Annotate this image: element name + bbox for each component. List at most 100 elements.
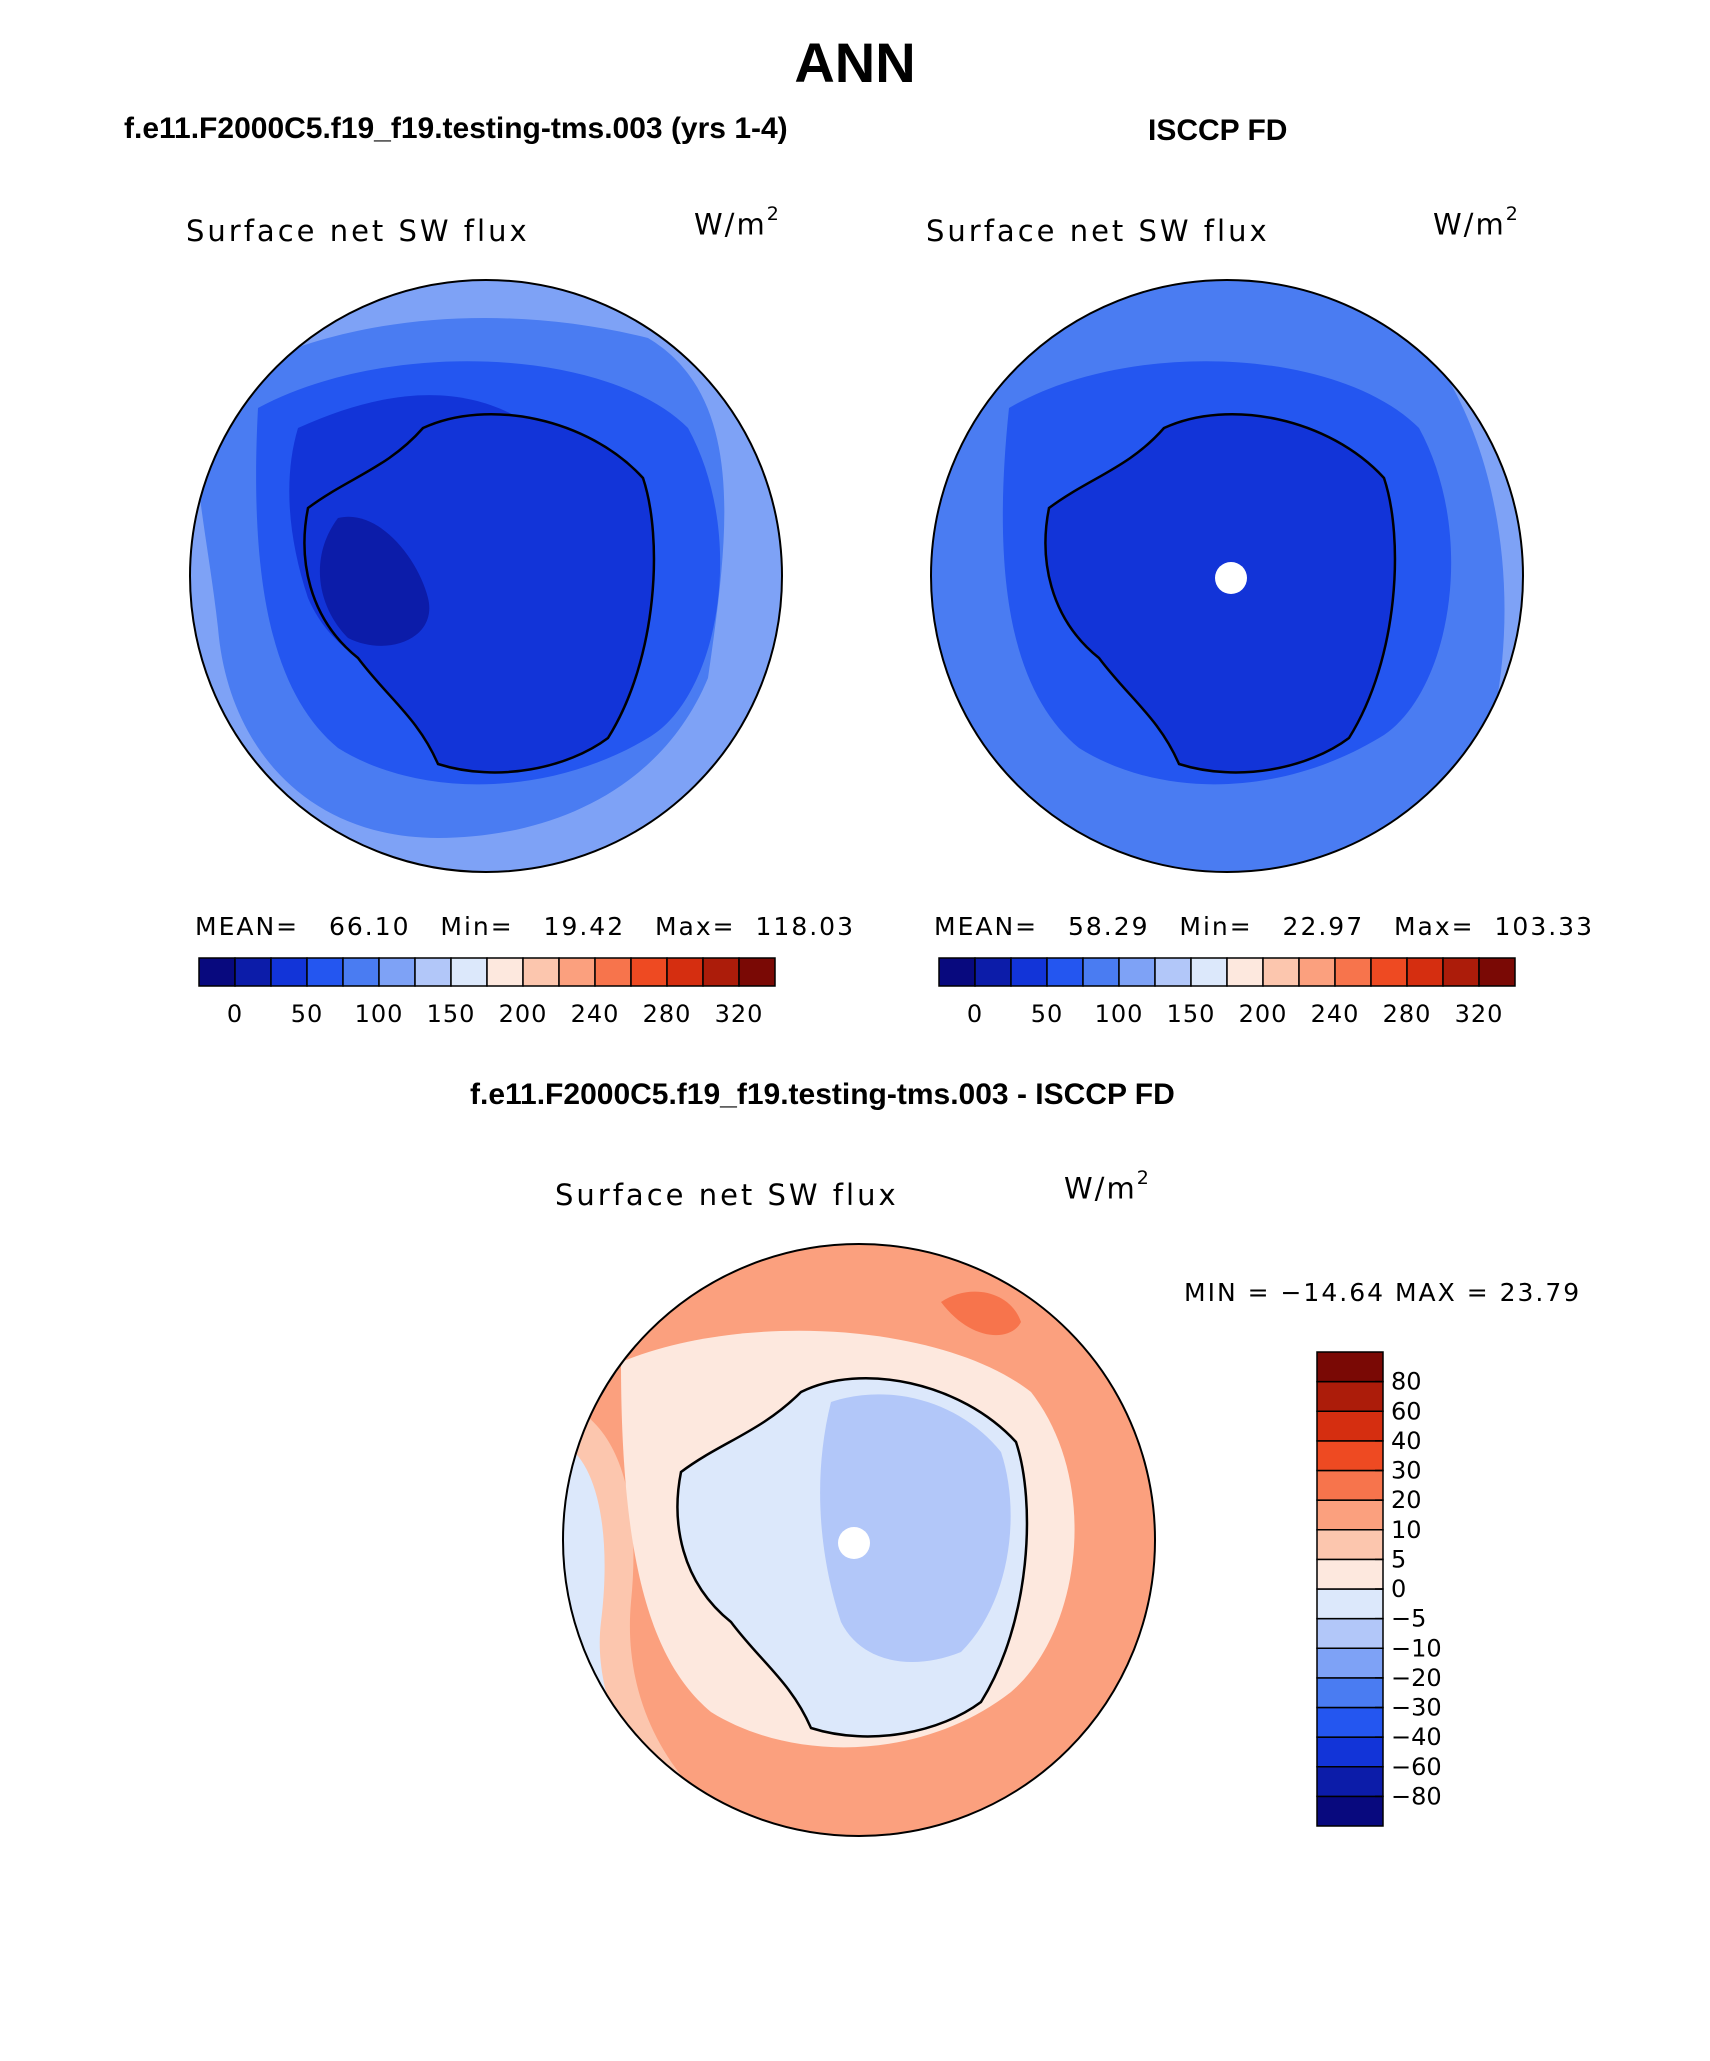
panel-2-colorbar-swatch — [1406, 957, 1444, 987]
panel-1-map-border — [189, 279, 783, 873]
diff-colorbar-tick-label: −60 — [1391, 1753, 1442, 1781]
panel-2-pole-hole — [1215, 562, 1247, 594]
diff-colorbar-swatch — [1316, 1440, 1384, 1472]
panel-1-map — [189, 279, 783, 873]
diff-pole-hole — [838, 1527, 870, 1559]
panel-1-colorbar-swatch — [234, 957, 272, 987]
panel-2-colorbar-tick-label: 280 — [1383, 1000, 1432, 1028]
panel-2-colorbar-swatch — [1118, 957, 1156, 987]
panel-2-colorbar-tick-label: 150 — [1167, 1000, 1216, 1028]
diff-colorbar-tick-label: 20 — [1391, 1486, 1422, 1514]
panel-2-map — [930, 279, 1524, 873]
panel-1-variable-label: Surface net SW flux — [186, 214, 530, 248]
panel-1-colorbar-swatch — [450, 957, 488, 987]
panel-1-min-label: Min= — [440, 912, 514, 941]
panel-2-colorbar-swatch — [1442, 957, 1480, 987]
panel-2-colorbar-tick-label: 100 — [1095, 1000, 1144, 1028]
panel-2-colorbar-swatch — [1334, 957, 1372, 987]
diff-map-border — [562, 1243, 1156, 1837]
diff-colorbar-tick-label: 0 — [1391, 1575, 1406, 1603]
panel-2-antarctica-coast — [1044, 412, 1397, 774]
panel-1-colorbar-swatch — [414, 957, 452, 987]
diff-colorbar-swatch — [1316, 1647, 1384, 1679]
panel-2-max-label: Max= — [1393, 912, 1475, 941]
panel-2-units: W/m2 — [1433, 203, 1520, 242]
panel-1-colorbar-tick-label: 240 — [571, 1000, 620, 1028]
panel-2-colorbar-swatch — [974, 957, 1012, 987]
panel-1-ross-sea-low — [319, 516, 430, 646]
figure-title: ANN — [794, 31, 916, 94]
diff-map — [562, 1243, 1156, 1837]
panel-2-colorbar-swatch — [938, 957, 976, 987]
panel-1-colorbar-swatch — [738, 957, 776, 987]
diff-colorbar-tick-label: 30 — [1391, 1457, 1422, 1485]
diff-case-title: f.e11.F2000C5.f19_f19.testing-tms.003 - … — [470, 1078, 1175, 1111]
diff-colorbar-tick-label: 80 — [1391, 1368, 1422, 1396]
panel-2-colorbar-tick-label: 320 — [1455, 1000, 1504, 1028]
diff-colorbar-tick-label: 40 — [1391, 1427, 1422, 1455]
diff-colorbar-swatch — [1316, 1588, 1384, 1620]
panel-1-mean-label: MEAN= — [195, 912, 300, 941]
diff-colorbar-tick-label: 5 — [1391, 1545, 1406, 1573]
diff-variable-label: Surface net SW flux — [555, 1178, 899, 1212]
panel-2-min-label: Min= — [1179, 912, 1253, 941]
panel-2-case-title: ISCCP FD — [1148, 114, 1288, 147]
panel-2-colorbar-swatch — [1262, 957, 1300, 987]
panel-1-colorbar-tick-label: 50 — [291, 1000, 324, 1028]
panel-2-colorbar-tick-label: 0 — [967, 1000, 983, 1028]
panel-1-min-value: 19.42 — [543, 912, 626, 941]
panel-2-mean-value: 58.29 — [1067, 912, 1150, 941]
diff-colorbar-swatch — [1316, 1706, 1384, 1738]
panel-2-colorbar-tick-label: 200 — [1239, 1000, 1288, 1028]
diff-colorbar-swatch — [1316, 1351, 1384, 1383]
diff-east-negative — [820, 1394, 1011, 1662]
panel-1-colorbar-swatch — [558, 957, 596, 987]
panel-2-min-value: 22.97 — [1282, 912, 1365, 941]
panel-2-colorbar: 0 50 100 150 200 240 280 320 — [938, 957, 1516, 1028]
panel-2-colorbar-swatch — [1298, 957, 1336, 987]
panel-2-colorbar-swatch — [1190, 957, 1228, 987]
panel-2-stats: MEAN= 58.29 Min= 22.97 Max= 103.33 — [934, 912, 1594, 941]
diff-colorbar-tick-label: −20 — [1391, 1664, 1442, 1692]
panel-2-colorbar-swatch — [1478, 957, 1516, 987]
panel-1-units: W/m2 — [694, 203, 781, 242]
diff-colorbar-swatch — [1316, 1469, 1384, 1501]
panel-2-colorbar-swatch — [1370, 957, 1408, 987]
panel-1-mean-value: 66.10 — [328, 912, 411, 941]
panel-2-mean-label: MEAN= — [934, 912, 1039, 941]
panel-1-stats: MEAN= 66.10 Min= 19.42 Max= 118.03 — [195, 912, 855, 941]
diff-colorbar-swatch — [1316, 1617, 1384, 1649]
panel-1-antarctica-coast — [303, 412, 656, 774]
panel-2-colorbar-tick-label: 240 — [1311, 1000, 1360, 1028]
diff-colorbar-swatch — [1316, 1677, 1384, 1709]
panel-2-colorbar-tick-label: 50 — [1031, 1000, 1064, 1028]
panel-1-colorbar-tick-label: 0 — [227, 1000, 243, 1028]
diff-colorbar-swatch — [1316, 1766, 1384, 1798]
panel-1-colorbar-swatch — [486, 957, 524, 987]
panel-1-colorbar-swatch — [702, 957, 740, 987]
diff-colorbar-tick-label: 60 — [1391, 1397, 1422, 1425]
panel-1-max-value: 118.03 — [755, 912, 855, 941]
panel-1-colorbar-tick-label: 320 — [715, 1000, 764, 1028]
panel-2-colorbar-swatch — [1154, 957, 1192, 987]
panel-1-colorbar-swatch — [630, 957, 668, 987]
panel-1-colorbar: 0 50 100 150 200 240 280 320 — [198, 957, 776, 1028]
panel-2-colorbar-swatch — [1226, 957, 1264, 987]
panel-1-colorbar-tick-label: 150 — [427, 1000, 476, 1028]
panel-2-colorbar-swatch — [1046, 957, 1084, 987]
diff-colorbar-swatch — [1316, 1410, 1384, 1442]
diff-colorbar-tick-label: −30 — [1391, 1694, 1442, 1722]
panel-2-max-value: 103.33 — [1494, 912, 1594, 941]
diff-colorbar-swatch — [1316, 1558, 1384, 1590]
panel-1-colorbar-swatch — [594, 957, 632, 987]
panel-1-case-title: f.e11.F2000C5.f19_f19.testing-tms.003 (y… — [124, 112, 788, 145]
diff-colorbar-swatch — [1316, 1736, 1384, 1768]
panel-1-colorbar-tick-label: 280 — [643, 1000, 692, 1028]
panel-1-colorbar-swatch — [342, 957, 380, 987]
diff-hotspot-north — [941, 1291, 1021, 1336]
panel-1-colorbar-swatch — [522, 957, 560, 987]
diff-colorbar-tick-label: −40 — [1391, 1723, 1442, 1751]
panel-1-colorbar-swatch — [666, 957, 704, 987]
panel-1-colorbar-swatch — [270, 957, 308, 987]
panel-1-colorbar-tick-label: 200 — [499, 1000, 548, 1028]
